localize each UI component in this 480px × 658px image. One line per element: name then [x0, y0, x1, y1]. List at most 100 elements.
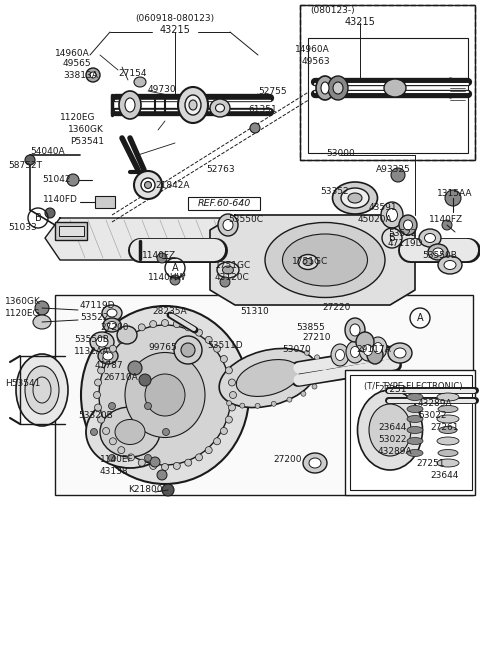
Ellipse shape: [185, 95, 201, 115]
Circle shape: [319, 376, 324, 381]
Ellipse shape: [145, 374, 185, 416]
Circle shape: [220, 355, 228, 363]
Circle shape: [103, 428, 109, 434]
Circle shape: [185, 324, 192, 331]
Ellipse shape: [90, 332, 114, 352]
Text: 27251: 27251: [416, 459, 444, 468]
Circle shape: [185, 459, 192, 466]
Text: 53022: 53022: [418, 411, 446, 420]
Ellipse shape: [218, 214, 238, 236]
Circle shape: [67, 174, 79, 186]
Text: 53000: 53000: [326, 149, 355, 157]
Text: 14960A: 14960A: [55, 49, 90, 57]
Circle shape: [250, 123, 260, 133]
Text: 27200: 27200: [100, 324, 129, 332]
Ellipse shape: [407, 449, 423, 457]
Ellipse shape: [103, 352, 113, 360]
Circle shape: [173, 463, 180, 469]
Ellipse shape: [102, 305, 122, 321]
Text: (T/F TYPE-ELECTRONIC): (T/F TYPE-ELECTRONIC): [364, 382, 462, 391]
Ellipse shape: [369, 404, 411, 456]
Circle shape: [97, 416, 105, 423]
Text: 53511D: 53511D: [207, 342, 242, 351]
Ellipse shape: [219, 349, 317, 407]
Text: 49730: 49730: [148, 86, 177, 95]
Circle shape: [214, 438, 221, 445]
Ellipse shape: [331, 344, 349, 366]
Ellipse shape: [316, 76, 334, 100]
Circle shape: [228, 379, 236, 386]
Text: A: A: [417, 313, 423, 323]
Text: 27210: 27210: [302, 334, 331, 343]
Ellipse shape: [433, 248, 443, 256]
Bar: [350, 375, 472, 490]
Bar: [55, 222, 87, 240]
Ellipse shape: [210, 99, 230, 117]
Text: 52755: 52755: [258, 86, 287, 95]
Circle shape: [229, 392, 237, 399]
Text: 1140EF: 1140EF: [100, 455, 133, 465]
Ellipse shape: [144, 182, 152, 188]
Text: 49563: 49563: [302, 57, 331, 66]
Text: 53522: 53522: [80, 313, 108, 322]
Ellipse shape: [333, 82, 343, 94]
Circle shape: [181, 343, 195, 357]
Circle shape: [314, 355, 320, 360]
Ellipse shape: [117, 326, 137, 344]
Ellipse shape: [303, 453, 327, 473]
Text: 51042: 51042: [42, 174, 71, 184]
Circle shape: [144, 455, 152, 461]
Ellipse shape: [223, 266, 233, 274]
Circle shape: [312, 384, 317, 389]
Circle shape: [118, 336, 125, 343]
Text: 27220: 27220: [322, 303, 350, 313]
Text: 33813A: 33813A: [63, 70, 98, 80]
Bar: [300, 5, 475, 160]
Text: 27251: 27251: [378, 386, 407, 395]
Text: 45020A: 45020A: [358, 216, 393, 224]
Ellipse shape: [321, 82, 329, 94]
Circle shape: [321, 361, 325, 366]
Circle shape: [144, 403, 152, 409]
Text: 1120EG: 1120EG: [60, 113, 96, 122]
Circle shape: [139, 374, 151, 386]
Text: 1140HW: 1140HW: [148, 274, 187, 282]
Text: 1751GC: 1751GC: [215, 261, 251, 270]
Ellipse shape: [96, 337, 108, 347]
Text: 52763: 52763: [206, 166, 235, 174]
Ellipse shape: [328, 76, 348, 100]
Circle shape: [109, 345, 117, 352]
Text: 51310: 51310: [240, 307, 269, 315]
Ellipse shape: [134, 171, 162, 199]
Text: 28235A: 28235A: [152, 307, 187, 316]
Ellipse shape: [90, 72, 96, 78]
Text: P53541: P53541: [70, 136, 104, 145]
Ellipse shape: [333, 182, 377, 214]
Ellipse shape: [125, 98, 135, 112]
Ellipse shape: [33, 315, 51, 329]
Ellipse shape: [216, 104, 225, 112]
Text: 1140FZ: 1140FZ: [429, 216, 463, 224]
Circle shape: [108, 455, 116, 461]
Circle shape: [25, 155, 35, 165]
Ellipse shape: [115, 420, 145, 445]
Text: 1120EG: 1120EG: [5, 309, 40, 318]
Bar: [300, 5, 475, 160]
Ellipse shape: [428, 244, 448, 260]
Circle shape: [91, 428, 97, 436]
Ellipse shape: [381, 202, 403, 228]
Circle shape: [150, 457, 160, 467]
Ellipse shape: [345, 318, 365, 342]
Circle shape: [161, 320, 168, 326]
Ellipse shape: [99, 325, 231, 465]
Text: B: B: [389, 233, 396, 243]
Ellipse shape: [350, 347, 360, 357]
Ellipse shape: [81, 306, 249, 484]
Text: 43289A: 43289A: [418, 399, 453, 407]
Text: B: B: [35, 213, 41, 223]
Ellipse shape: [369, 337, 387, 359]
Ellipse shape: [236, 359, 300, 397]
Circle shape: [108, 403, 116, 409]
Text: 1315AA: 1315AA: [437, 188, 472, 197]
Ellipse shape: [437, 459, 459, 467]
